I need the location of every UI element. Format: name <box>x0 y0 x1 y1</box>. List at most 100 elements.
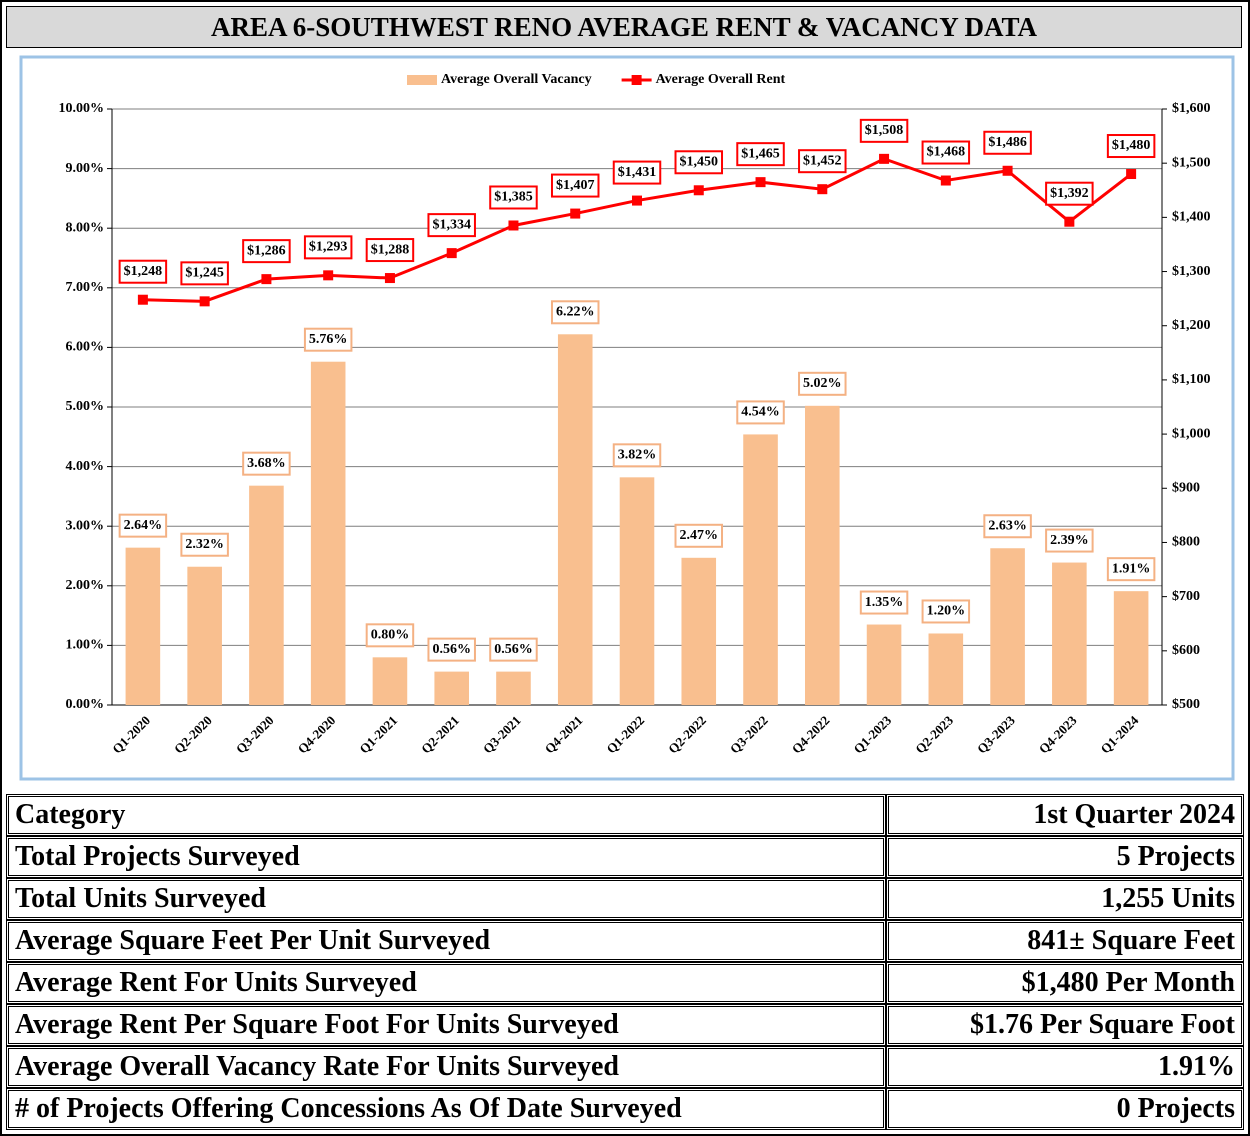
data-label-box <box>736 400 785 425</box>
bar <box>743 434 778 705</box>
data-label-box <box>859 118 909 143</box>
data-label-group: 1.35% <box>859 590 909 615</box>
data-label-group: 2.39% <box>1045 528 1094 553</box>
y2-tick-label: $1,400 <box>1172 210 1211 225</box>
y-tick-label: 8.00% <box>66 220 105 235</box>
data-label-box <box>736 142 785 167</box>
data-label: $1,286 <box>247 243 286 258</box>
data-label-box <box>118 259 168 284</box>
data-label-box <box>983 130 1032 155</box>
data-label-group: $1,286 <box>242 239 291 264</box>
bar <box>187 566 222 705</box>
table-cell: Average Square Feet Per Unit Surveyed <box>6 920 886 962</box>
data-label: $1,452 <box>803 153 842 168</box>
data-label-box <box>798 371 847 396</box>
y2-tick-label: $900 <box>1172 480 1200 495</box>
data-label-box <box>489 637 538 662</box>
data-label: $1,450 <box>680 154 719 169</box>
data-label-box <box>612 160 662 185</box>
bar <box>557 334 593 705</box>
table-row: Average Rent For Units Surveyed $1,480 Pe… <box>6 962 1244 1004</box>
y-tick-label: 1.00% <box>66 638 105 653</box>
data-label: 2.63% <box>988 518 1027 533</box>
data-label-group: $1,431 <box>612 160 662 185</box>
data-label-box <box>1106 134 1156 159</box>
y2-tick-label: $1,000 <box>1172 426 1211 441</box>
data-label: 3.68% <box>247 456 286 471</box>
y-tick-label: 3.00% <box>66 518 105 533</box>
line-marker <box>137 294 148 305</box>
data-label: $1,407 <box>556 178 595 193</box>
summary-table: Category 1st Quarter 2024 Total Projects S… <box>6 794 1244 1130</box>
data-label-box <box>303 327 353 352</box>
data-label: 1.20% <box>927 604 966 619</box>
bar <box>990 548 1025 705</box>
bar <box>619 477 655 705</box>
data-label-group: $1,392 <box>1045 181 1094 206</box>
table-cell: Total Units Surveyed <box>6 878 886 920</box>
bar <box>1113 591 1149 705</box>
data-label-box <box>427 213 476 238</box>
table-cell: 1st Quarter 2024 <box>886 794 1244 836</box>
data-label-box <box>489 185 538 210</box>
y2-tick-label: $800 <box>1172 535 1200 550</box>
bar <box>496 671 531 705</box>
line-marker <box>817 184 828 195</box>
data-label-group: $1,385 <box>489 185 538 210</box>
bar <box>125 547 161 705</box>
data-label-group: $1,248 <box>118 259 168 284</box>
data-label-group: 4.54% <box>736 400 785 425</box>
table-row: Average Overall Vacancy Rate For Units S… <box>6 1046 1244 1088</box>
data-label: $1,288 <box>371 242 410 257</box>
table-cell: Average Rent Per Square Foot For Units S… <box>6 1004 886 1046</box>
data-label-group: $1,486 <box>983 130 1032 155</box>
data-label: 3.82% <box>618 448 657 463</box>
data-label-group: 1.20% <box>921 599 971 624</box>
line-marker <box>1064 216 1075 227</box>
data-label: $1,392 <box>1050 186 1089 201</box>
table-row: Total Projects Surveyed 5 Projects <box>6 836 1244 878</box>
line-marker <box>199 296 210 307</box>
data-label-box <box>365 623 415 648</box>
data-label: 2.47% <box>680 528 719 543</box>
data-label-box <box>180 532 229 557</box>
data-label: $1,480 <box>1112 138 1151 153</box>
data-label-group: $1,452 <box>798 149 847 174</box>
line-marker <box>693 185 704 196</box>
data-label-group: 2.64% <box>118 513 168 538</box>
data-label-group: 2.32% <box>180 532 229 557</box>
line-marker <box>570 208 581 219</box>
y2-tick-label: $1,100 <box>1172 372 1211 387</box>
data-label: $1,486 <box>988 135 1027 150</box>
data-label-group: $1,407 <box>550 173 600 198</box>
table-cell: Category <box>6 794 886 836</box>
data-label-group: 5.02% <box>798 371 847 396</box>
table-row: # of Projects Offering Concessions As Of… <box>6 1088 1244 1130</box>
table-cell: 0 Projects <box>886 1088 1244 1130</box>
data-label-group: $1,465 <box>736 142 785 167</box>
table-row: Category 1st Quarter 2024 <box>6 794 1244 836</box>
data-label-group: $1,334 <box>427 213 476 238</box>
data-label-box <box>1045 181 1094 206</box>
data-label-group: $1,468 <box>921 140 971 165</box>
data-label: $1,293 <box>309 240 348 255</box>
data-label-box <box>1106 557 1156 582</box>
data-label-box <box>983 514 1032 539</box>
data-label-box <box>921 140 971 165</box>
bar <box>310 361 346 705</box>
data-label: $1,385 <box>494 190 533 205</box>
table-cell: $1,480 Per Month <box>886 962 1244 1004</box>
y2-tick-label: $500 <box>1172 697 1200 712</box>
line-marker <box>940 175 951 186</box>
data-label: 2.32% <box>185 537 224 552</box>
data-label-group: $1,508 <box>859 118 909 143</box>
line-marker <box>755 177 766 188</box>
y-tick-label: 2.00% <box>66 578 105 593</box>
data-label-group: $1,245 <box>180 261 229 286</box>
data-label: 0.56% <box>432 642 471 657</box>
y2-tick-label: $700 <box>1172 589 1200 604</box>
y-tick-label: 9.00% <box>66 161 105 176</box>
table-cell: # of Projects Offering Concessions As Of… <box>6 1088 886 1130</box>
data-label-box <box>1045 528 1094 553</box>
